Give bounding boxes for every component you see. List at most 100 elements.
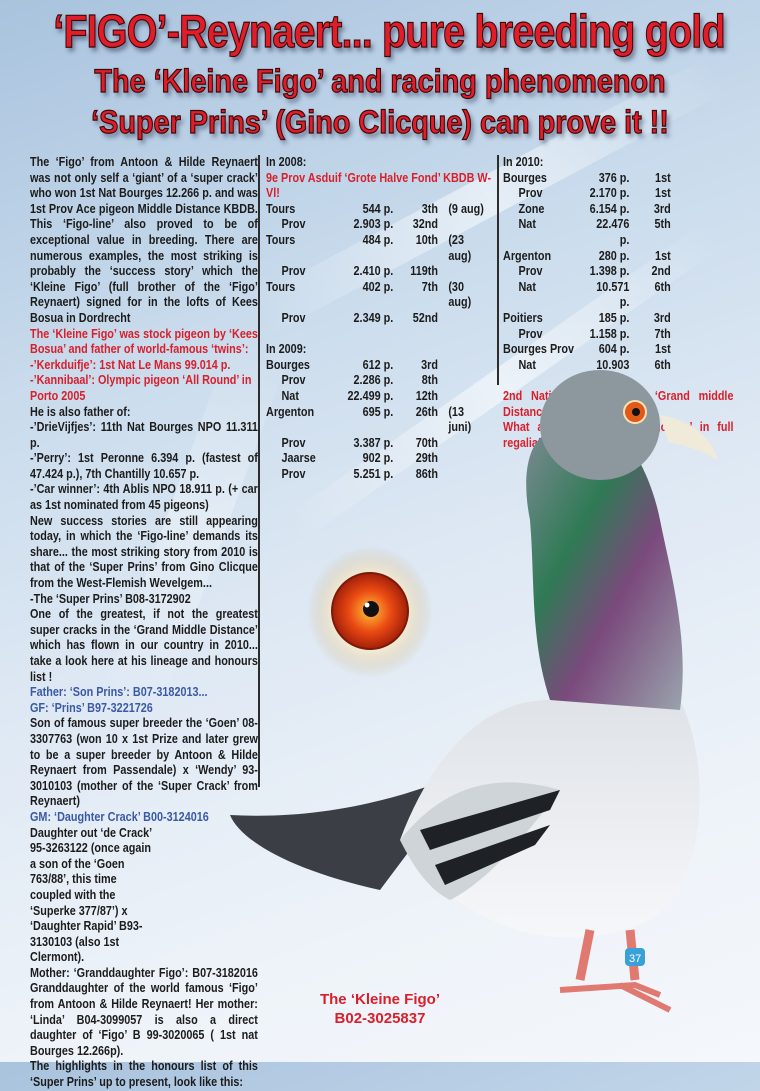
article-paragraph: Father: ‘Son Prins’: B07-3182013...: [30, 685, 208, 700]
result-pigeons: 402 p.: [362, 279, 394, 294]
result-race: Bourges: [266, 357, 310, 372]
article-paragraph: Mother: ‘Granddaughter Figo’: B07-318201…: [30, 965, 258, 1058]
result-row: Jaarse 902 p. 29th: [266, 451, 496, 467]
result-pigeons: 2.170 p.: [589, 186, 630, 201]
result-pigeons: 2.903 p.: [353, 217, 394, 232]
result-place: 2nd: [651, 264, 671, 279]
results-middle-column: In 2008: 9e Prov Asduif ‘Grote Halve Fon…: [266, 155, 496, 482]
result-race: Nat: [518, 217, 536, 232]
result-place: 3th: [421, 201, 438, 216]
result-pigeons: 3.387 p.: [353, 435, 394, 450]
result-pigeons: 2.349 p.: [353, 310, 394, 325]
heading-2010: In 2010:: [503, 155, 544, 169]
result-pigeons: 1.158 p.: [589, 326, 630, 341]
leg-ring-text: 37: [629, 953, 641, 965]
article-paragraph: -’Kerkduifje’: 1st Nat Le Mans 99.014 p.: [30, 357, 231, 372]
result-pigeons: 185 p.: [598, 310, 630, 325]
subtitle-1: The ‘Kleine Figo’ and racing phenomenon: [94, 62, 666, 99]
result-place: 29th: [415, 451, 438, 466]
article-paragraph: The ‘Kleine Figo’ was stock pigeon by ‘K…: [30, 326, 258, 357]
result-place: 6th: [654, 357, 671, 372]
result-race: Prov: [281, 217, 306, 232]
result-place: 7th: [654, 326, 671, 341]
result-pigeons: 544 p.: [362, 201, 394, 216]
result-date: [438, 217, 490, 233]
result-pigeons: 22.499 p.: [347, 388, 394, 403]
caption-name: The ‘Kleine Figo’: [319, 991, 440, 1008]
result-race: Argenton: [266, 404, 315, 419]
result-pigeons: 6.154 p.: [589, 201, 630, 216]
result-row: Argenton 695 p. 26th (13 juni): [266, 405, 496, 436]
result-race: Prov: [518, 264, 543, 279]
result-race: Tours: [266, 201, 296, 216]
result-date: (9 aug): [448, 201, 484, 216]
article-paragraph: -’DrieVijfjes’: 11th Nat Bourges NPO 11.…: [30, 420, 258, 450]
result-race: Poitiers: [503, 310, 543, 325]
note-2008: 9e Prov Asduif ‘Grote Halve Fond’ KBDB W…: [266, 170, 492, 201]
result-place: 8th: [421, 373, 438, 388]
result-race: Argenton: [503, 248, 552, 263]
result-row: Bourges 376 p. 1st: [503, 171, 733, 187]
result-row: Bourges Prov 604 p. 1st: [503, 342, 733, 358]
article-paragraph: The ‘Figo’ from Antoon & Hilde Reynaert …: [30, 155, 258, 325]
result-place: 32nd: [412, 217, 438, 232]
result-date: (13 juni): [448, 404, 472, 435]
result-race: Nat: [518, 279, 536, 294]
result-place: 10th: [415, 232, 438, 247]
subtitle-2: ‘Super Prins’ (Gino Clicque) can prove i…: [91, 103, 670, 140]
result-row: Argenton 280 p. 1st: [503, 249, 733, 265]
result-race: Prov: [518, 326, 543, 341]
result-row: Tours 402 p. 7th (30 aug): [266, 280, 496, 311]
result-place: 6th: [654, 279, 671, 294]
result-row: Prov 2.349 p. 52nd: [266, 311, 496, 327]
article-paragraph: -The ‘Super Prins’ B08-3172902: [30, 591, 191, 606]
column-divider: [497, 155, 499, 385]
result-row: Nat 22.499 p. 12th: [266, 389, 496, 405]
result-date: (30 aug): [448, 279, 472, 310]
article-paragraph: New success stories are still appearing …: [30, 513, 258, 591]
result-race: Prov: [281, 264, 306, 279]
result-pigeons: 2.410 p.: [353, 264, 394, 279]
result-race: Bourges: [503, 170, 547, 185]
result-pigeons: 5.251 p.: [353, 466, 394, 481]
result-pigeons: 612 p.: [362, 357, 394, 372]
article-paragraph: -’Car winner’: 4th Ablis NPO 18.911 p. (…: [30, 482, 258, 513]
result-place: 3rd: [421, 357, 438, 372]
result-place: 1st: [655, 342, 671, 357]
result-pigeons: 695 p.: [362, 404, 394, 419]
page-title: ‘FIGO’-Reynaert... pure breeding gold: [53, 4, 726, 57]
result-row: Nat 10.571 p. 6th: [503, 280, 733, 311]
result-row: Bourges 612 p. 3rd: [266, 358, 496, 374]
result-place: 3rd: [653, 201, 671, 216]
result-race: Prov: [281, 373, 306, 388]
article-paragraph: -’Kannibaal’: Olympic pigeon ‘All Round’…: [30, 373, 252, 403]
result-race: Nat: [281, 388, 299, 403]
result-pigeons: 376 p.: [598, 170, 630, 185]
result-pigeons: 484 p.: [362, 232, 394, 247]
article-paragraph: He is also father of:: [30, 404, 131, 419]
result-date: (23 aug): [448, 232, 472, 263]
result-row: Poitiers 185 p. 3rd: [503, 311, 733, 327]
result-row: Nat 22.476 p. 5th: [503, 217, 733, 248]
result-pigeons: 902 p.: [362, 451, 394, 466]
article-paragraph: -’Perry’: 1st Peronne 6.394 p. (fastest …: [30, 451, 258, 481]
result-place: 1st: [655, 186, 671, 201]
result-row: Prov 5.251 p. 86th: [266, 467, 496, 483]
result-row: Prov 1.398 p. 2nd: [503, 264, 733, 280]
result-pigeons: 280 p.: [598, 248, 630, 263]
pigeon-eye-closeup-image: [307, 546, 433, 678]
article-paragraph: Daughter out ‘de Crack’ 95-3263122 (once…: [30, 825, 152, 965]
result-row: Prov 2.410 p. 119th: [266, 264, 496, 280]
result-row: Tours 484 p. 10th (23 aug): [266, 233, 496, 264]
result-place: 5th: [654, 217, 671, 232]
result-place: 26th: [415, 404, 438, 419]
result-race: Bourges Prov: [503, 342, 575, 357]
article-paragraph: One of the greatest, if not the greatest…: [30, 607, 258, 684]
result-race: Prov: [281, 310, 306, 325]
result-race: Prov: [518, 186, 543, 201]
heading-2009: In 2009:: [266, 342, 307, 357]
result-place: 52nd: [412, 310, 438, 325]
result-pigeons: 2.286 p.: [353, 373, 394, 388]
result-place: 7th: [421, 279, 438, 294]
left-column-article: The ‘Figo’ from Antoon & Hilde Reynaert …: [30, 155, 258, 1091]
